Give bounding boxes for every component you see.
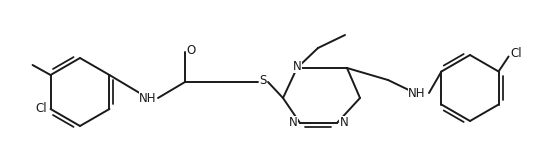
Text: Cl: Cl: [36, 103, 48, 116]
Text: S: S: [259, 73, 267, 87]
Text: N: N: [340, 117, 348, 129]
Text: N: N: [289, 117, 298, 129]
Text: O: O: [187, 43, 196, 56]
Text: NH: NH: [408, 87, 426, 100]
Text: N: N: [293, 59, 301, 72]
Text: Cl: Cl: [511, 47, 523, 60]
Text: NH: NH: [139, 92, 157, 105]
